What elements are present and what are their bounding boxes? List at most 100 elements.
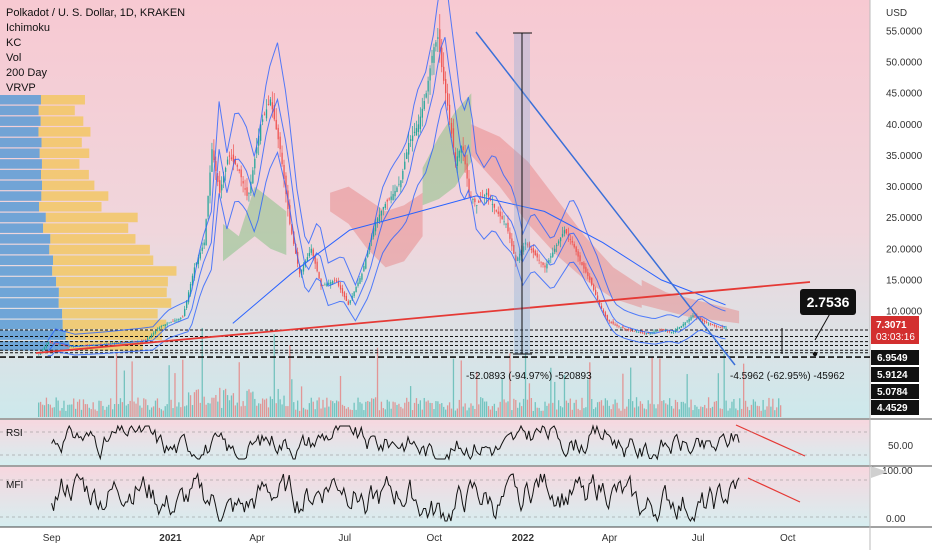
vrvp-sell-bar <box>41 191 109 201</box>
candle-body <box>149 336 151 339</box>
candle-body <box>618 326 620 328</box>
indicator-ichimoku[interactable]: Ichimoku <box>6 22 51 34</box>
level-tag <box>871 350 919 365</box>
volume-bar <box>423 397 425 417</box>
volume-bar <box>458 399 460 417</box>
volume-bar <box>380 401 383 417</box>
candle-body <box>174 320 176 322</box>
indicator-kc[interactable]: KC <box>6 37 22 49</box>
volume-bar <box>236 402 238 417</box>
main-pane-bg <box>0 0 870 418</box>
volume-bar <box>310 397 312 417</box>
candle-body <box>515 255 517 262</box>
candle-body <box>493 203 496 208</box>
candle-body <box>483 195 486 197</box>
candle-body <box>665 330 667 332</box>
volume-bar <box>186 405 188 417</box>
volume-bar <box>594 407 597 417</box>
volume-bar <box>741 408 743 417</box>
volume-bar <box>113 404 116 417</box>
candle-body <box>361 273 363 280</box>
candle-body <box>326 283 328 286</box>
candle-body <box>43 347 46 350</box>
volume-bar <box>686 374 688 417</box>
mfi-marker <box>871 466 888 478</box>
volume-bar <box>398 403 400 417</box>
volume-bar <box>729 408 731 417</box>
volume-bar <box>744 400 747 417</box>
indicator-vrvp[interactable]: VRVP <box>6 82 36 94</box>
volume-bar <box>184 406 186 417</box>
candle-body <box>69 346 71 348</box>
candle-body <box>643 332 645 334</box>
candle-body <box>554 248 556 252</box>
candle-body <box>464 155 466 165</box>
candle-body <box>392 194 394 201</box>
volume-bar <box>770 406 772 417</box>
candle-body <box>614 324 616 326</box>
candle-body <box>624 327 626 329</box>
candle-body <box>67 346 69 348</box>
candle-body <box>269 99 272 105</box>
volume-bar <box>772 398 774 417</box>
candle-body <box>682 324 684 327</box>
volume-bar <box>610 409 612 417</box>
candle-body <box>513 244 515 254</box>
volume-bar <box>705 408 708 417</box>
price-axis-bg <box>870 0 932 550</box>
indicator-200-day[interactable]: 200 Day <box>6 67 47 79</box>
volume-bar <box>51 407 53 417</box>
candle-body <box>596 295 599 300</box>
candle-body <box>271 102 274 110</box>
candle-body <box>187 292 190 303</box>
volume-bar <box>495 410 497 417</box>
mfi-label: MFI <box>6 480 23 491</box>
volume-bar <box>139 405 141 417</box>
volume-bar <box>59 410 61 417</box>
candle-body <box>71 346 73 348</box>
candle-body <box>86 344 88 346</box>
volume-bar <box>174 373 176 417</box>
vrvp-buy-bar <box>0 255 54 265</box>
candle-body <box>250 181 252 194</box>
candle-body <box>302 265 305 272</box>
time-tick-label: Jul <box>692 533 705 544</box>
volume-bar <box>394 402 396 417</box>
volume-bar <box>110 398 112 417</box>
vrvp-buy-bar <box>0 137 42 148</box>
volume-bar <box>709 408 712 417</box>
vrvp-sell-bar <box>41 159 80 169</box>
vrvp-sell-bar <box>40 169 89 180</box>
red-trendline <box>35 281 811 354</box>
volume-bar <box>258 403 260 417</box>
volume-bar <box>75 408 77 417</box>
vrvp-buy-bar <box>0 191 42 201</box>
candle-body <box>571 241 573 243</box>
candle-body <box>334 279 336 281</box>
candle-body <box>517 257 519 262</box>
candle-body <box>363 266 365 272</box>
volume-bar <box>657 404 659 417</box>
candle-body <box>448 104 451 120</box>
chart-title[interactable]: Polkadot / U. S. Dollar, 1D, KRAKEN <box>6 7 186 19</box>
vrvp-buy-bar <box>0 309 63 319</box>
volume-bar <box>522 398 525 417</box>
indicator-vol[interactable]: Vol <box>6 52 22 64</box>
volume-bar <box>567 402 570 417</box>
volume-bar <box>503 399 505 417</box>
mfi-tick-label: 0.00 <box>886 514 906 525</box>
anchor-dot <box>812 351 818 357</box>
price-tick-label: 10.0000 <box>886 306 923 317</box>
candle-body <box>252 170 254 184</box>
candle-body <box>419 116 422 130</box>
candle-body <box>386 199 388 202</box>
candle-body <box>441 47 443 68</box>
candle-body <box>690 317 692 320</box>
volume-bar <box>275 403 277 417</box>
volume-bar <box>384 409 386 417</box>
volume-bar <box>565 400 568 417</box>
volume-bar <box>762 399 764 417</box>
volume-bar <box>215 394 217 417</box>
